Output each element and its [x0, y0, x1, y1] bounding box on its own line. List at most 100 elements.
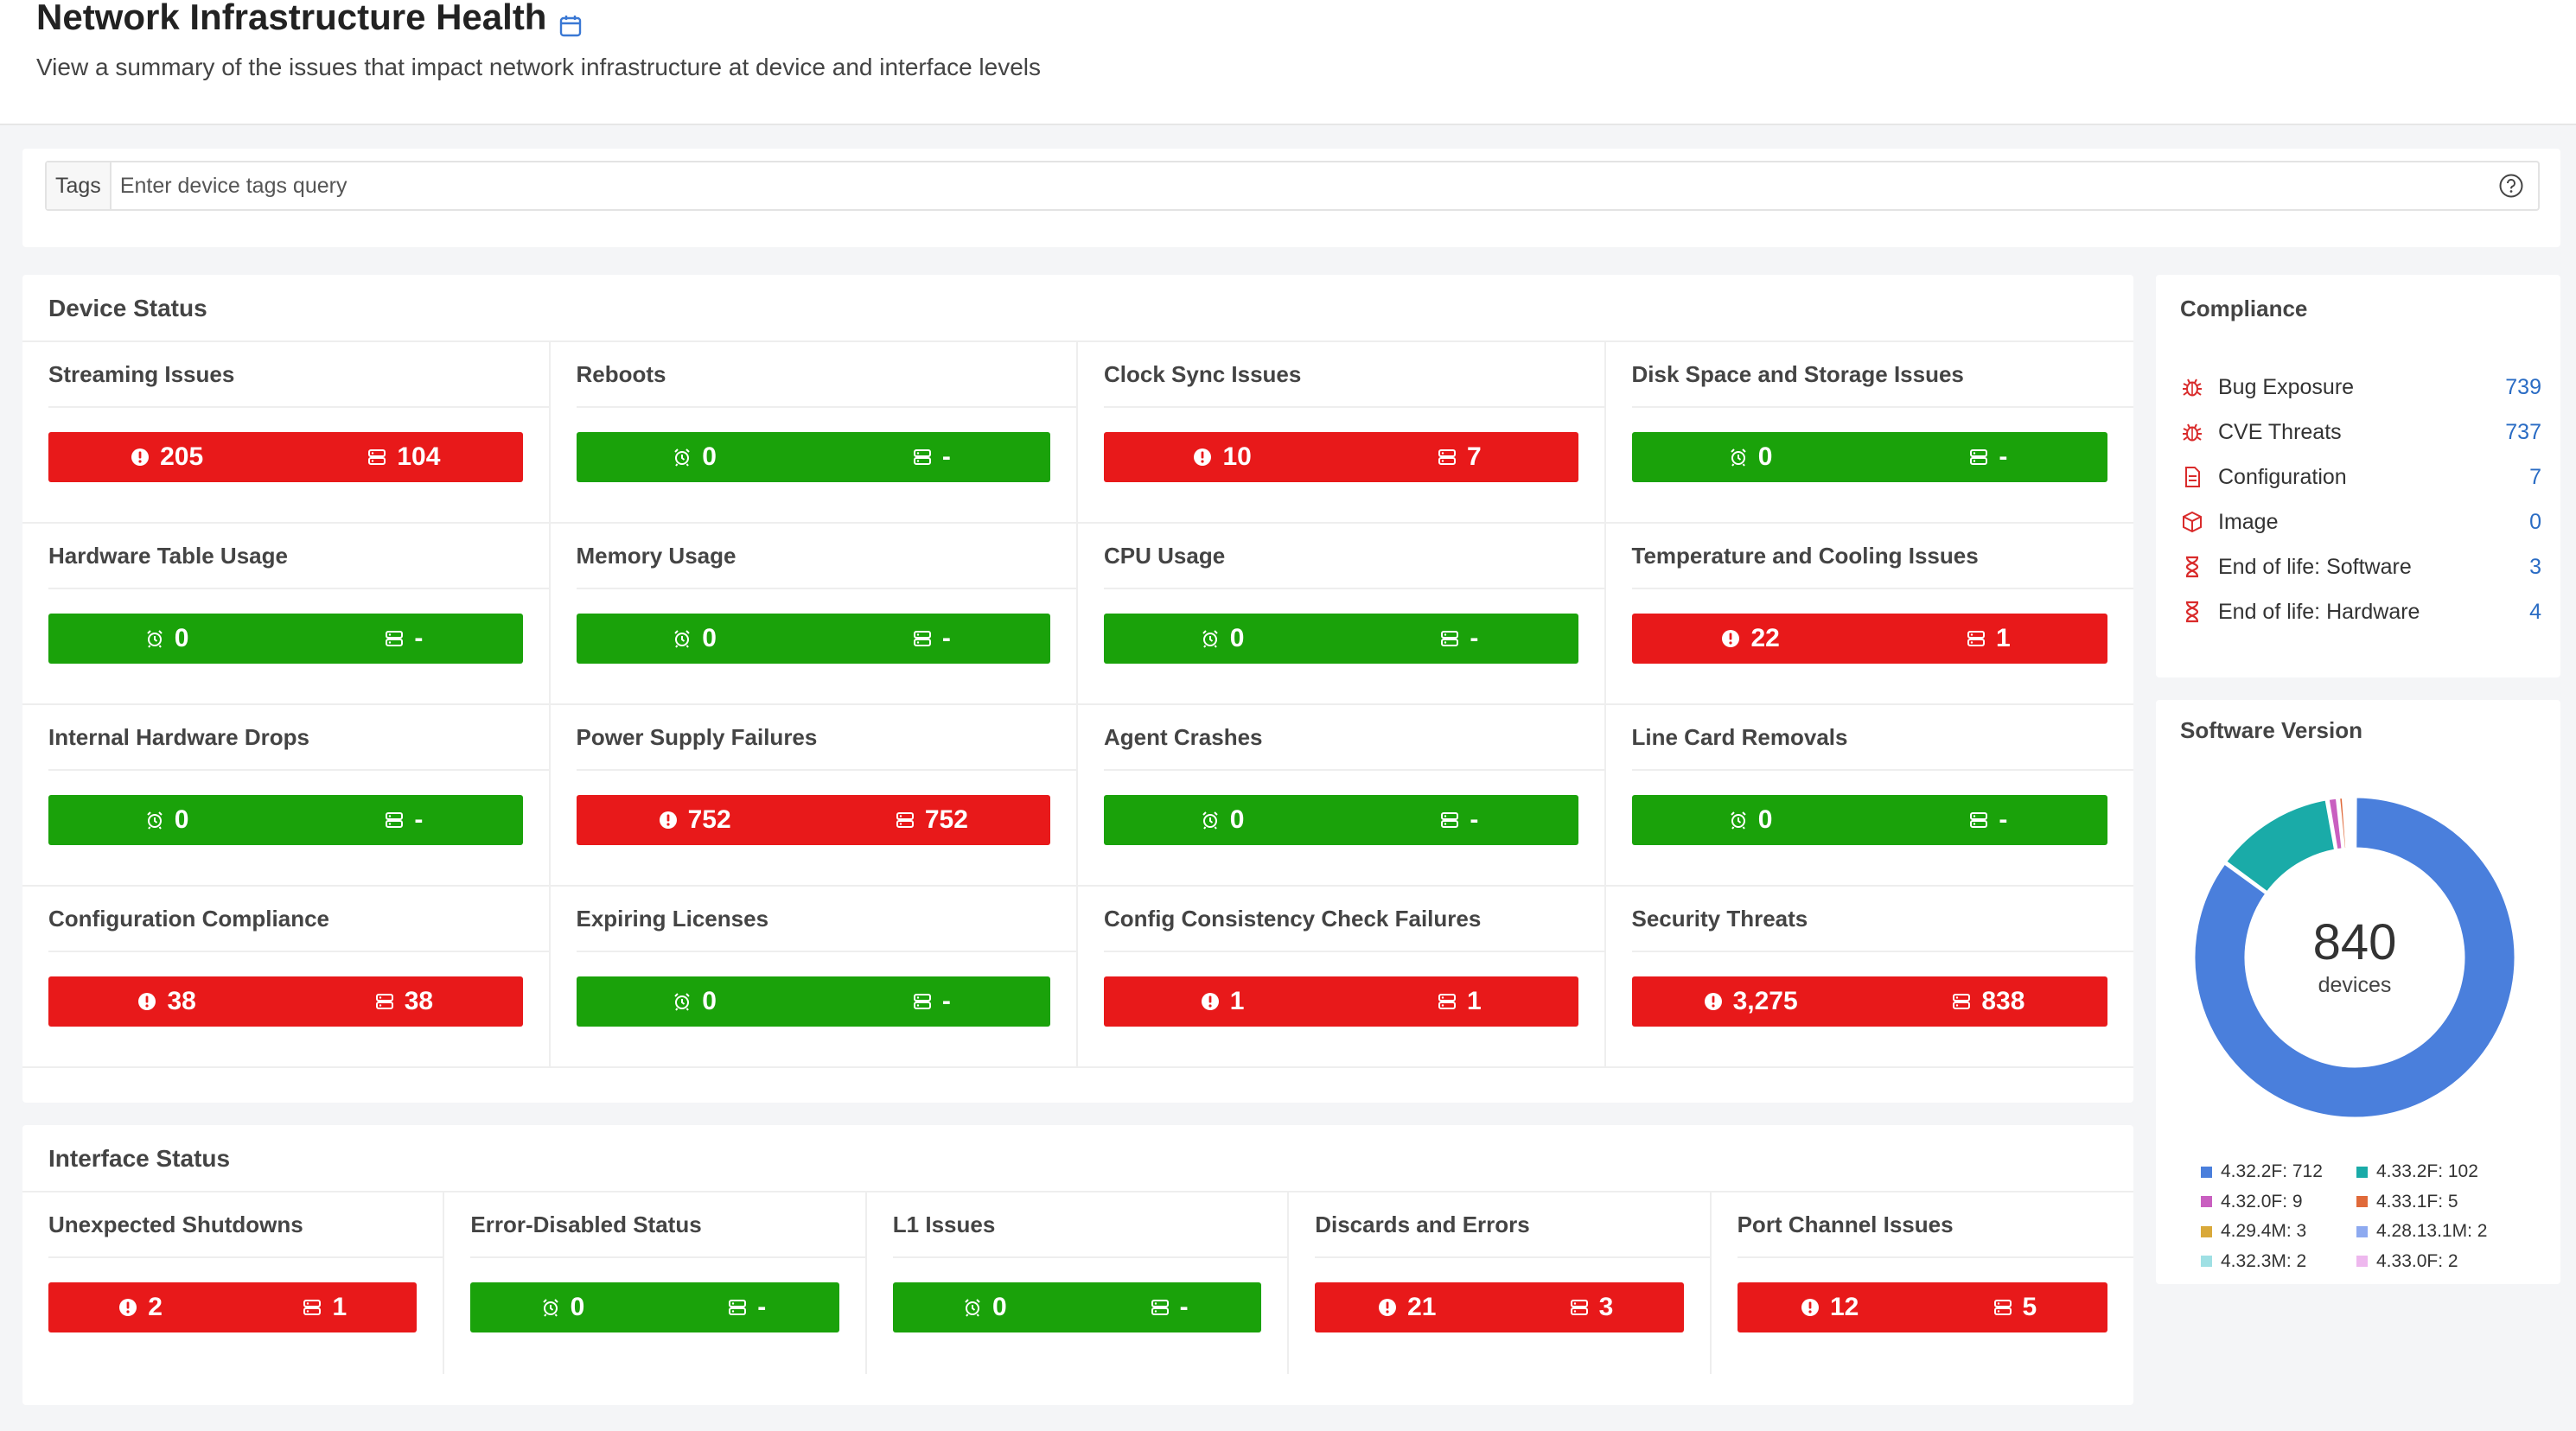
- issue-count[interactable]: 752: [577, 805, 813, 835]
- device-count[interactable]: 1: [233, 1293, 417, 1322]
- issue-count[interactable]: 2: [48, 1293, 233, 1322]
- interface-status-bar[interactable]: 12 5: [1737, 1282, 2107, 1332]
- legend-item[interactable]: 4.32.0F: 9: [2201, 1192, 2356, 1212]
- interface-status-bar[interactable]: 0-: [470, 1282, 839, 1332]
- issue-count[interactable]: 38: [48, 987, 285, 1016]
- issue-count[interactable]: 0: [1632, 805, 1870, 835]
- device-count[interactable]: -: [813, 624, 1050, 653]
- device-count[interactable]: -: [655, 1293, 839, 1322]
- device-status-bar[interactable]: 3,275 838: [1631, 976, 2107, 1027]
- device-count[interactable]: -: [1341, 624, 1578, 653]
- device-status-bar[interactable]: 205 104: [48, 432, 523, 482]
- device-count[interactable]: 5: [1922, 1293, 2107, 1322]
- donut-slice[interactable]: [2351, 795, 2356, 850]
- device-status-bar[interactable]: 0-: [1631, 432, 2107, 482]
- device-count[interactable]: -: [1077, 1293, 1261, 1322]
- interface-card-title: L1 Issues: [892, 1192, 1288, 1258]
- issue-count[interactable]: 0: [1632, 442, 1870, 472]
- issue-count[interactable]: 0: [48, 624, 285, 653]
- device-status-bar[interactable]: 0-: [576, 976, 1050, 1027]
- donut-slice[interactable]: [2349, 795, 2354, 850]
- compliance-item[interactable]: Configuration 7: [2180, 455, 2541, 499]
- issue-count[interactable]: 0: [470, 1293, 654, 1322]
- legend-item[interactable]: 4.32.3M: 2: [2201, 1251, 2356, 1272]
- issue-count[interactable]: 0: [577, 624, 813, 653]
- device-status-bar[interactable]: 0-: [48, 614, 523, 664]
- legend-item[interactable]: 4.33.2F: 102: [2356, 1161, 2529, 1182]
- interface-status-bar[interactable]: 21 3: [1315, 1282, 1684, 1332]
- donut-slice[interactable]: [2337, 795, 2349, 851]
- device-count[interactable]: 7: [1341, 442, 1578, 472]
- compliance-item[interactable]: End of life: Software 3: [2180, 544, 2541, 589]
- device-count[interactable]: 3: [1499, 1293, 1683, 1322]
- compliance-item[interactable]: Bug Exposure 739: [2180, 365, 2541, 410]
- device-count[interactable]: -: [813, 442, 1050, 472]
- device-count[interactable]: -: [285, 805, 522, 835]
- device-count[interactable]: 1: [1341, 987, 1578, 1016]
- device-status-bar[interactable]: 0-: [1104, 614, 1578, 664]
- device-status-bar[interactable]: 38 38: [48, 976, 523, 1027]
- compliance-item-value[interactable]: 739: [2505, 374, 2541, 399]
- server-icon: [385, 629, 404, 648]
- device-status-bar[interactable]: 0-: [1104, 795, 1578, 845]
- donut-slice[interactable]: [2326, 796, 2344, 852]
- device-count[interactable]: 1: [1870, 624, 2107, 653]
- issue-count[interactable]: 0: [1104, 624, 1341, 653]
- device-count[interactable]: -: [1341, 805, 1578, 835]
- donut-slice[interactable]: [2223, 798, 2337, 895]
- issue-count[interactable]: 0: [1104, 805, 1341, 835]
- issue-count[interactable]: 10: [1104, 442, 1341, 472]
- help-icon[interactable]: [2498, 173, 2524, 199]
- legend-item[interactable]: 4.33.1F: 5: [2356, 1192, 2529, 1212]
- device-status-bar[interactable]: 0-: [1631, 795, 2107, 845]
- issue-count[interactable]: 21: [1315, 1293, 1499, 1322]
- issue-count[interactable]: 3,275: [1632, 987, 1870, 1016]
- interface-status-bar[interactable]: 0-: [892, 1282, 1262, 1332]
- donut-slice[interactable]: [2343, 795, 2351, 850]
- compliance-item[interactable]: Image 0: [2180, 499, 2541, 544]
- issue-count[interactable]: 22: [1632, 624, 1870, 653]
- tags-query-input[interactable]: [111, 162, 2498, 209]
- legend-item[interactable]: 4.32.2F: 712: [2201, 1161, 2356, 1182]
- device-count-value: 752: [924, 805, 968, 834]
- issue-count[interactable]: 1: [1104, 987, 1341, 1016]
- issue-count[interactable]: 0: [577, 987, 813, 1016]
- device-count[interactable]: -: [813, 987, 1050, 1016]
- device-count[interactable]: -: [285, 624, 522, 653]
- issue-count[interactable]: 0: [577, 442, 813, 472]
- device-status-bar[interactable]: 752 752: [576, 795, 1050, 845]
- issue-count[interactable]: 0: [48, 805, 285, 835]
- device-count[interactable]: -: [1870, 805, 2107, 835]
- compliance-item-value[interactable]: 0: [2529, 509, 2541, 534]
- device-count[interactable]: 38: [285, 987, 522, 1016]
- device-status-bar[interactable]: 22 1: [1631, 614, 2107, 664]
- issue-count[interactable]: 205: [48, 442, 285, 472]
- donut-slice[interactable]: [2347, 795, 2353, 850]
- compliance-item-value[interactable]: 4: [2529, 599, 2541, 624]
- legend-item[interactable]: 4.28.13.1M: 2: [2356, 1221, 2529, 1242]
- alert-icon: [1378, 1298, 1397, 1317]
- device-count[interactable]: 752: [813, 805, 1050, 835]
- device-status-bar[interactable]: 0-: [48, 795, 523, 845]
- device-status-bar[interactable]: 10 7: [1104, 432, 1578, 482]
- software-version-title: Software Version: [2180, 716, 2362, 743]
- compliance-item-value[interactable]: 737: [2505, 419, 2541, 444]
- device-count[interactable]: 104: [285, 442, 522, 472]
- legend-item[interactable]: 4.33.0F: 2: [2356, 1251, 2529, 1272]
- issue-count[interactable]: 12: [1738, 1293, 1922, 1322]
- legend-item[interactable]: 4.29.4M: 3: [2201, 1221, 2356, 1242]
- compliance-item[interactable]: CVE Threats 737: [2180, 410, 2541, 455]
- device-status-bar[interactable]: 0-: [576, 614, 1050, 664]
- compliance-item[interactable]: End of life: Hardware 4: [2180, 589, 2541, 634]
- device-count[interactable]: -: [1870, 442, 2107, 472]
- device-count[interactable]: 838: [1870, 987, 2107, 1016]
- compliance-item-value[interactable]: 7: [2529, 464, 2541, 489]
- issue-count[interactable]: 0: [893, 1293, 1077, 1322]
- donut-slice[interactable]: [2192, 795, 2517, 1120]
- calendar-icon[interactable]: [558, 5, 583, 37]
- issue-count-value: 205: [160, 442, 204, 471]
- compliance-item-value[interactable]: 3: [2529, 554, 2541, 579]
- device-status-bar[interactable]: 0-: [576, 432, 1050, 482]
